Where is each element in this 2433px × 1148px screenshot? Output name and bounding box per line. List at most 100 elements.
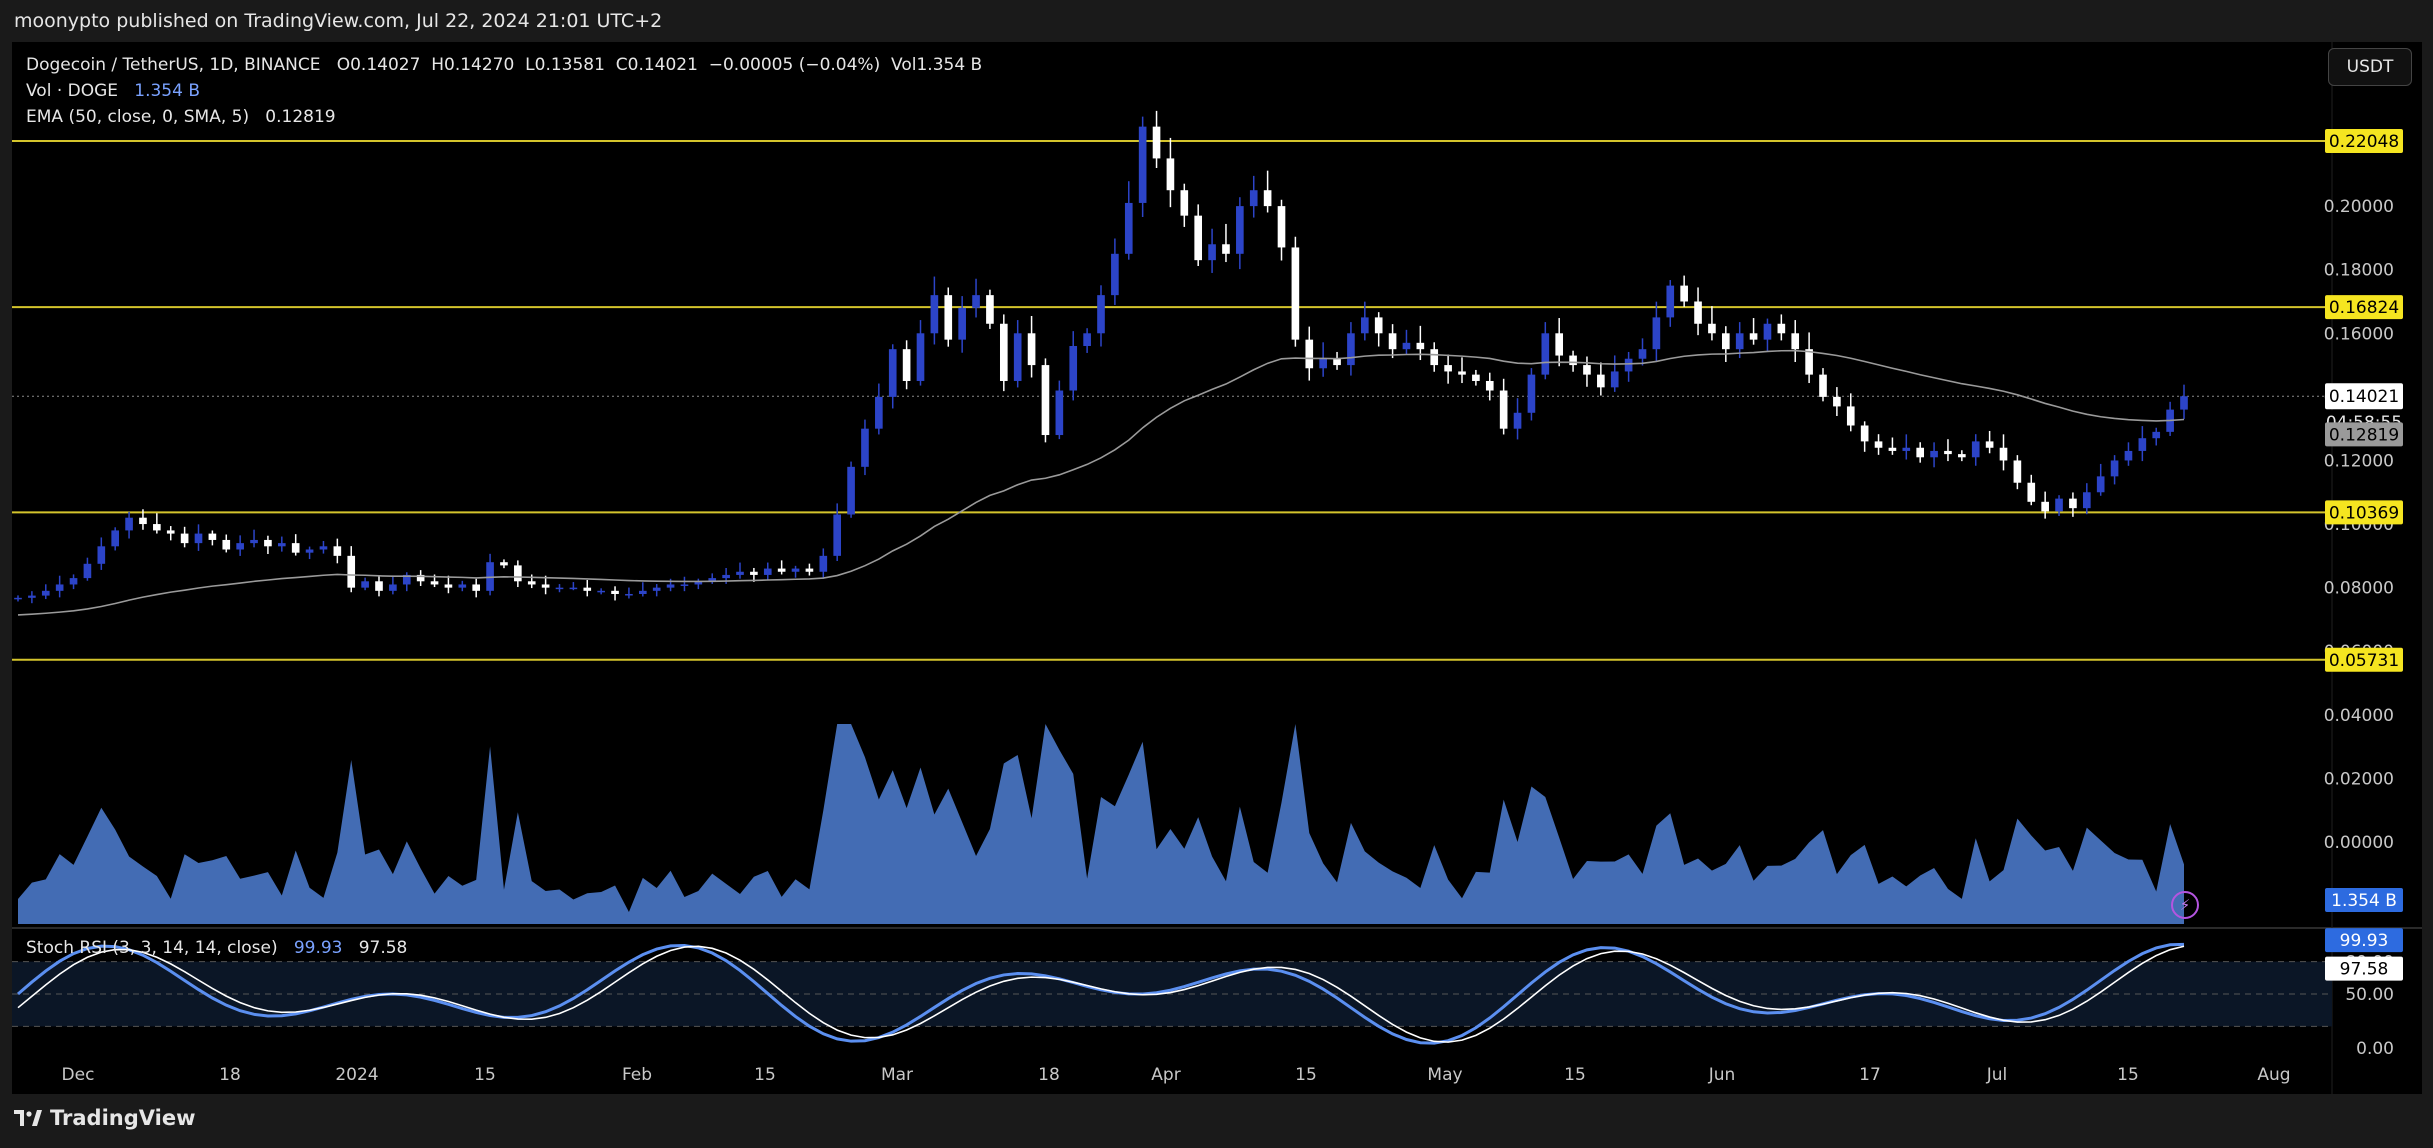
candle-body <box>1138 126 1147 203</box>
candle-body <box>1860 425 1869 442</box>
candle-body <box>1444 365 1452 372</box>
candle-body <box>1360 317 1369 334</box>
candle-body <box>694 581 703 585</box>
candle-body <box>1388 333 1397 350</box>
volume-study-row[interactable]: Vol · DOGE 1.354 B <box>26 78 982 104</box>
candle-body <box>1791 333 1800 350</box>
candle-body <box>1166 158 1175 191</box>
y-tick-label: 0.12000 <box>2324 451 2394 471</box>
candle-body <box>1180 190 1189 216</box>
candle-body <box>2027 482 2036 502</box>
open-value: 0.14027 <box>350 55 421 75</box>
candle-body <box>514 565 522 582</box>
candle-body <box>1111 253 1119 296</box>
candle-body <box>1694 301 1702 324</box>
ema-line <box>17 349 2185 616</box>
candle-body <box>736 571 744 575</box>
candle-body <box>1749 333 1758 340</box>
y-tick-label: 0.04000 <box>2324 706 2394 726</box>
volume-study-label: Vol · DOGE <box>26 81 119 101</box>
candle-body <box>153 524 161 531</box>
stoch-legend[interactable]: Stoch RSI (3, 3, 14, 14, close) 99.93 97… <box>26 938 407 958</box>
candle-body <box>1485 380 1494 391</box>
x-tick-label: 18 <box>1038 1065 1060 1085</box>
candle-body <box>1027 333 1036 366</box>
candle-body <box>722 574 730 579</box>
candle-body <box>1874 441 1883 448</box>
candle-body <box>2152 431 2161 439</box>
candle-body <box>2096 476 2105 493</box>
x-tick-label: Mar <box>881 1065 913 1085</box>
candle-body <box>1958 454 1966 458</box>
candle-body <box>28 595 36 598</box>
candle-body <box>1305 339 1314 369</box>
volume-tag-label: 1.354 B <box>2331 891 2397 911</box>
x-tick-label: Feb <box>622 1065 652 1085</box>
stoch-tick-label: 50.00 <box>2345 985 2394 1005</box>
candle-body <box>1222 244 1230 254</box>
change-value: −0.00005 (−0.04%) <box>708 55 881 75</box>
level-tag-label: 0.22048 <box>2329 132 2399 152</box>
candle-body <box>1333 358 1341 366</box>
x-tick-label: 15 <box>2117 1065 2139 1085</box>
x-tick-label: 15 <box>1564 1065 1586 1085</box>
candle-body <box>458 584 467 588</box>
stoch-k-value: 99.93 <box>293 938 343 958</box>
chart-area[interactable]: 0.200000.180000.160000.140000.120000.100… <box>12 42 2422 1094</box>
level-tag-label: 0.05731 <box>2329 651 2399 671</box>
candle-body <box>597 590 605 593</box>
candle-body <box>83 563 92 579</box>
low-label: L <box>525 55 535 75</box>
candle-body <box>139 517 147 525</box>
candle-body <box>1083 333 1091 347</box>
candle-body <box>1055 390 1064 436</box>
close-value: 0.14021 <box>627 55 698 75</box>
candle-body <box>1416 342 1425 350</box>
candle-body <box>638 590 647 595</box>
candle-body <box>666 584 675 588</box>
brand-name: TradingView <box>50 1106 196 1130</box>
candle-body <box>680 584 689 586</box>
bottom-bar: TradingView <box>0 1094 2433 1148</box>
tradingview-logo[interactable]: TradingView <box>14 1106 195 1130</box>
candle-body <box>833 514 842 556</box>
volume-tag <box>2325 888 2403 912</box>
candle-body <box>1499 390 1508 429</box>
candle-body <box>472 584 481 591</box>
candle-body <box>1652 317 1661 350</box>
vol-label: Vol <box>891 55 917 75</box>
ema-study-row[interactable]: EMA (50, close, 0, SMA, 5) 0.12819 <box>26 104 982 130</box>
candle-body <box>805 568 814 572</box>
chart-svg[interactable]: 0.200000.180000.160000.140000.120000.100… <box>12 42 2422 1094</box>
candle-body <box>250 539 258 544</box>
candle-body <box>750 571 758 575</box>
candle-body <box>97 546 106 564</box>
candle-body <box>41 590 50 596</box>
candle-body <box>402 574 411 585</box>
publish-info: moonypto published on TradingView.com, J… <box>14 10 663 32</box>
x-tick-label: Dec <box>62 1065 95 1085</box>
candle-body <box>2082 492 2091 509</box>
level-tag <box>2325 295 2403 320</box>
lightning-icon[interactable]: ⚡ <box>2171 891 2199 919</box>
stoch-d-tag-label: 97.58 <box>2340 960 2389 980</box>
candle-body <box>847 466 855 515</box>
level-tag <box>2325 129 2403 153</box>
candle-body <box>1777 323 1786 334</box>
candle-body <box>389 584 397 591</box>
candle-body <box>1527 374 1536 413</box>
high-label: H <box>431 55 445 75</box>
candle-body <box>541 584 550 588</box>
candle-body <box>305 549 314 553</box>
candle-body <box>791 568 800 572</box>
candle-body <box>1277 206 1286 248</box>
candle-body <box>1721 333 1730 350</box>
symbol-title[interactable]: Dogecoin / TetherUS, 1D, BINANCE <box>26 55 321 75</box>
candle-body <box>1610 371 1619 388</box>
currency-button[interactable]: USDT <box>2328 48 2412 86</box>
ohlc-row: Dogecoin / TetherUS, 1D, BINANCE O0.1402… <box>26 52 982 78</box>
candle-body <box>194 533 203 544</box>
candle-body <box>1735 333 1744 350</box>
candle-body <box>1249 190 1258 207</box>
candle-body <box>1263 190 1272 207</box>
